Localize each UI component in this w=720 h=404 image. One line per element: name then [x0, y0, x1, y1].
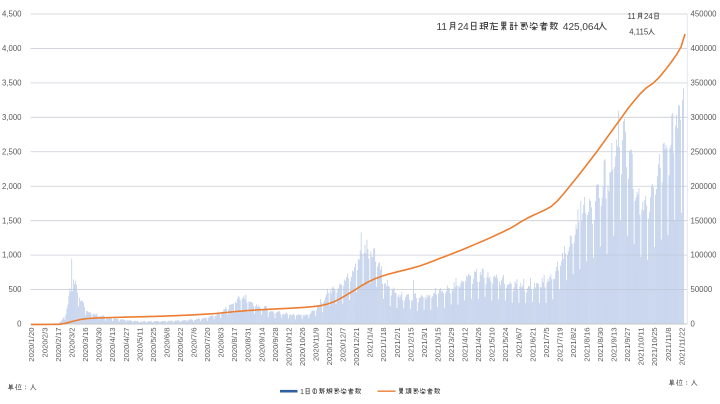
svg-text:2021/4/26: 2021/4/26: [474, 328, 483, 362]
svg-text:400000: 400000: [691, 44, 718, 53]
svg-text:2020/10/12: 2020/10/12: [284, 328, 293, 366]
svg-text:2021/7/19: 2021/7/19: [555, 328, 564, 362]
svg-text:2021/3/15: 2021/3/15: [433, 328, 442, 362]
svg-text:2020/3/16: 2020/3/16: [81, 328, 90, 362]
svg-text:350000: 350000: [691, 79, 718, 88]
svg-text:50000: 50000: [691, 285, 713, 294]
svg-text:2020/7/6: 2020/7/6: [190, 328, 199, 358]
svg-text:2020/2/17: 2020/2/17: [54, 328, 63, 362]
svg-text:2020/11/9: 2020/11/9: [311, 328, 320, 362]
svg-text:2021/10/25: 2021/10/25: [650, 328, 659, 366]
svg-text:2020/3/30: 2020/3/30: [95, 328, 104, 362]
svg-text:2021/5/10: 2021/5/10: [488, 328, 497, 362]
svg-text:2020/3/2: 2020/3/2: [68, 328, 77, 358]
svg-text:2020/12/21: 2020/12/21: [352, 328, 361, 366]
svg-text:2021/2/15: 2021/2/15: [406, 328, 415, 362]
svg-text:2020/12/7: 2020/12/7: [339, 328, 348, 362]
svg-text:2020/10/26: 2020/10/26: [298, 328, 307, 366]
svg-text:11: 11: [628, 12, 636, 21]
svg-text:2,000: 2,000: [2, 182, 22, 191]
svg-text:2020/8/3: 2020/8/3: [217, 328, 226, 358]
svg-text:2020/1/20: 2020/1/20: [27, 328, 36, 362]
svg-text:2020/5/11: 2020/5/11: [135, 328, 144, 362]
svg-text:2021/1/18: 2021/1/18: [379, 328, 388, 362]
svg-text:425,064: 425,064: [563, 22, 600, 33]
svg-text:4,500: 4,500: [2, 10, 22, 19]
svg-text:2021/3/1: 2021/3/1: [420, 328, 429, 358]
svg-text:100000: 100000: [691, 251, 718, 260]
svg-text:2021/9/27: 2021/9/27: [623, 328, 632, 362]
svg-text:2021/1/4: 2021/1/4: [366, 327, 375, 358]
svg-text:450000: 450000: [691, 10, 718, 19]
svg-text:2020/4/13: 2020/4/13: [108, 328, 117, 362]
svg-text:200000: 200000: [691, 182, 718, 191]
svg-text:2021/3/29: 2021/3/29: [447, 328, 456, 362]
svg-text:2021/2/1: 2021/2/1: [393, 328, 402, 358]
svg-text:24: 24: [644, 12, 653, 21]
svg-text:2021/5/24: 2021/5/24: [501, 327, 510, 362]
svg-text:1,000: 1,000: [2, 251, 22, 260]
svg-text:2021/9/13: 2021/9/13: [610, 328, 619, 362]
svg-text:2021/6/7: 2021/6/7: [515, 328, 524, 358]
svg-text:2021/7/5: 2021/7/5: [542, 328, 551, 358]
svg-text:24: 24: [458, 22, 470, 33]
svg-text:2021/8/2: 2021/8/2: [569, 328, 578, 358]
svg-text:2021/6/21: 2021/6/21: [528, 328, 537, 362]
svg-text:2021/8/16: 2021/8/16: [582, 328, 591, 362]
svg-text:150000: 150000: [691, 216, 718, 225]
svg-text:3,500: 3,500: [2, 79, 22, 88]
svg-text:300000: 300000: [691, 113, 718, 122]
svg-text:500: 500: [8, 285, 22, 294]
svg-text:2021/4/12: 2021/4/12: [461, 328, 470, 362]
svg-text:2021/10/11: 2021/10/11: [637, 328, 646, 366]
svg-text:1,500: 1,500: [2, 216, 22, 225]
svg-text:2020/9/14: 2020/9/14: [257, 327, 266, 362]
svg-text:2020/7/20: 2020/7/20: [203, 328, 212, 362]
svg-text:2020/2/3: 2020/2/3: [40, 328, 49, 358]
svg-text:2020/8/31: 2020/8/31: [244, 328, 253, 362]
svg-text:3,000: 3,000: [2, 113, 22, 122]
svg-text:2020/6/22: 2020/6/22: [176, 328, 185, 362]
svg-text:11: 11: [437, 22, 448, 33]
svg-text:2020/5/25: 2020/5/25: [149, 328, 158, 362]
svg-text:0: 0: [17, 320, 22, 329]
svg-text:2020/4/27: 2020/4/27: [122, 328, 131, 362]
svg-text:2020/11/23: 2020/11/23: [325, 328, 334, 366]
svg-text:2020/6/8: 2020/6/8: [162, 328, 171, 358]
svg-text:4,000: 4,000: [2, 44, 22, 53]
svg-text:2021/8/30: 2021/8/30: [596, 328, 605, 362]
svg-text:2020/8/17: 2020/8/17: [230, 328, 239, 362]
svg-text:250000: 250000: [691, 147, 718, 156]
svg-text:0: 0: [691, 320, 696, 329]
svg-text:2021/11/8: 2021/11/8: [664, 328, 673, 362]
svg-text:2021/11/22: 2021/11/22: [677, 328, 686, 366]
svg-text:1: 1: [300, 387, 304, 396]
svg-text:2,500: 2,500: [2, 147, 22, 156]
svg-text:2020/9/28: 2020/9/28: [271, 328, 280, 362]
svg-text:4,115: 4,115: [629, 28, 649, 37]
